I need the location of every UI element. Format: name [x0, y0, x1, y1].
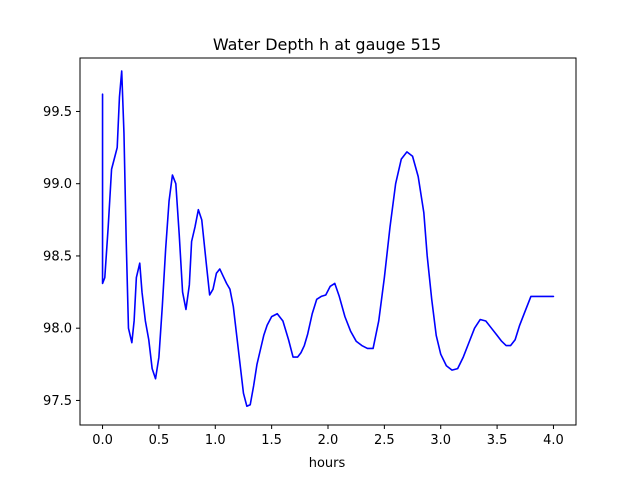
series-line-0 [101, 70, 555, 408]
x-tick-label: 1.5 [261, 433, 282, 448]
y-tick-label: 97.5 [43, 394, 72, 409]
x-tick-label: 1.0 [205, 433, 226, 448]
chart-title: Water Depth h at gauge 515 [213, 35, 441, 54]
x-tick-label: 2.5 [374, 433, 395, 448]
plot-area: 0.0 0.5 1.0 1.5 2.0 2.5 3.0 3.5 4.0 97.5 98.0 98.5 9… [43, 57, 577, 448]
x-tick-label: 0.5 [149, 433, 170, 448]
y-tick-label: 98.5 [43, 249, 72, 264]
y-tick-label: 98.0 [43, 322, 72, 337]
x-tick-label: 3.0 [430, 433, 451, 448]
x-tick-label: 3.5 [487, 433, 508, 448]
x-tick-label: 4.0 [543, 433, 564, 448]
x-tick-label: 2.0 [318, 433, 339, 448]
x-axis-label: hours [309, 456, 346, 471]
y-tick-label: 99.5 [43, 105, 72, 120]
y-tick-label: 99.0 [43, 177, 72, 192]
x-tick-label: 0.0 [92, 433, 113, 448]
